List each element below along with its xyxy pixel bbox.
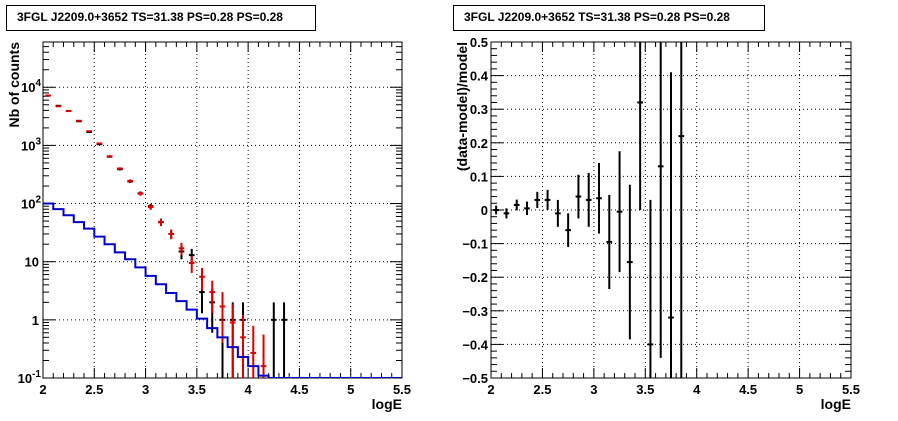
- x-tick-label: 5: [796, 382, 803, 397]
- x-tick-label: 5.5: [842, 382, 860, 397]
- y-tick-label: −0.5: [462, 371, 488, 386]
- y-tick-label: −0.3: [462, 304, 488, 319]
- y-tick-label: 1: [32, 313, 39, 328]
- y-tick-label: 10-1: [18, 369, 42, 386]
- plot-area: [43, 94, 402, 378]
- y-tick-label: 10: [25, 255, 39, 270]
- y-tick-label: 0.2: [470, 136, 488, 151]
- y-tick-label: −0.4: [462, 337, 488, 352]
- y-tick-label: 0.1: [470, 169, 488, 184]
- left-chart-title: 3FGL J2209.0+3652 TS=31.38 PS=0.28 PS=0.…: [6, 5, 316, 31]
- left-chart: 2 2.5 3 3.5 4 4.5 5 5.5 10-1 1 10 102 103 104 logE Nb o…: [6, 41, 411, 412]
- x-tick-label: 5: [347, 382, 354, 397]
- x-axis-label: logE: [372, 396, 402, 412]
- y-tick-label: 102: [21, 195, 41, 212]
- y-tick-label: 0.4: [470, 69, 489, 84]
- y-tick-label: 0: [481, 203, 488, 218]
- y-tick-label: 0.5: [470, 35, 488, 50]
- y-axis-label: (data-model)/model: [454, 42, 470, 171]
- x-tick-label: 2.5: [85, 382, 103, 397]
- x-tick-label: 2: [487, 382, 494, 397]
- x-tick-label: 5.5: [393, 382, 411, 397]
- y-tick-label: −0.2: [462, 270, 488, 285]
- x-tick-label: 3.5: [636, 382, 654, 397]
- x-tick-label: 3: [142, 382, 149, 397]
- y-tick-label: 103: [21, 136, 41, 153]
- x-axis-label: logE: [821, 396, 851, 412]
- x-tick-label: 3: [590, 382, 597, 397]
- x-tick-label: 4: [693, 382, 701, 397]
- y-tick-label: 0.3: [470, 102, 488, 117]
- x-tick-label: 3.5: [188, 382, 206, 397]
- y-tick-label: 104: [21, 78, 41, 95]
- background-histogram: [43, 202, 402, 378]
- x-tick-label: 4.5: [290, 382, 308, 397]
- x-tick-label: 4: [245, 382, 253, 397]
- x-tick-label: 2.5: [533, 382, 551, 397]
- y-tick-label: −0.1: [462, 237, 488, 252]
- right-chart-title: 3FGL J2209.0+3652 TS=31.38 PS=0.28 PS=0.…: [453, 5, 765, 31]
- plot-area: [493, 42, 685, 378]
- y-axis-label: Nb of counts: [6, 42, 22, 128]
- x-tick-label: 2: [39, 382, 46, 397]
- x-tick-label: 4.5: [739, 382, 757, 397]
- right-chart: 2 2.5 3 3.5 4 4.5 5 5.5 −0.5 −0.4 −0.3 −0.2 −0.1 0 0.1…: [454, 35, 860, 412]
